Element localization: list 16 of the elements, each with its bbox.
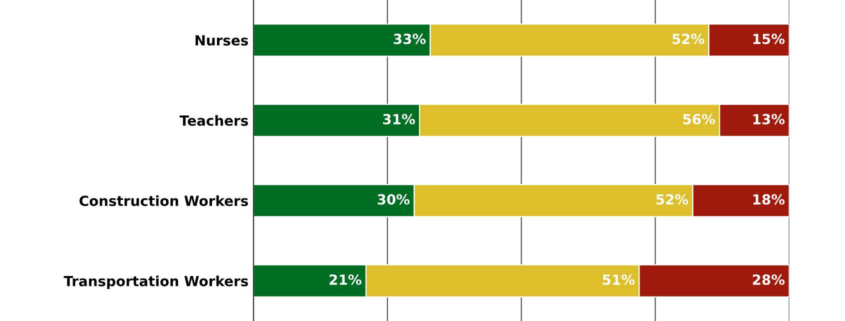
data-label: 13% [753,114,785,124]
y-tick-label: Nurses [196,35,248,46]
data-label: 18% [753,194,785,205]
data-label: 33% [394,34,426,44]
data-label: 31% [383,114,415,124]
data-label: 52% [656,194,688,205]
y-tick-label: Construction Workers [80,195,248,206]
data-label: 52% [672,34,704,44]
data-label: 15% [753,34,785,44]
data-label: 30% [378,194,410,205]
data-label: 21% [330,274,362,285]
y-tick-label: Teachers [180,115,248,126]
y-tick-label: Transportation Workers [64,276,248,290]
data-label: 56% [683,114,715,124]
data-label: 51% [602,274,635,285]
data-label: 28% [752,274,785,285]
